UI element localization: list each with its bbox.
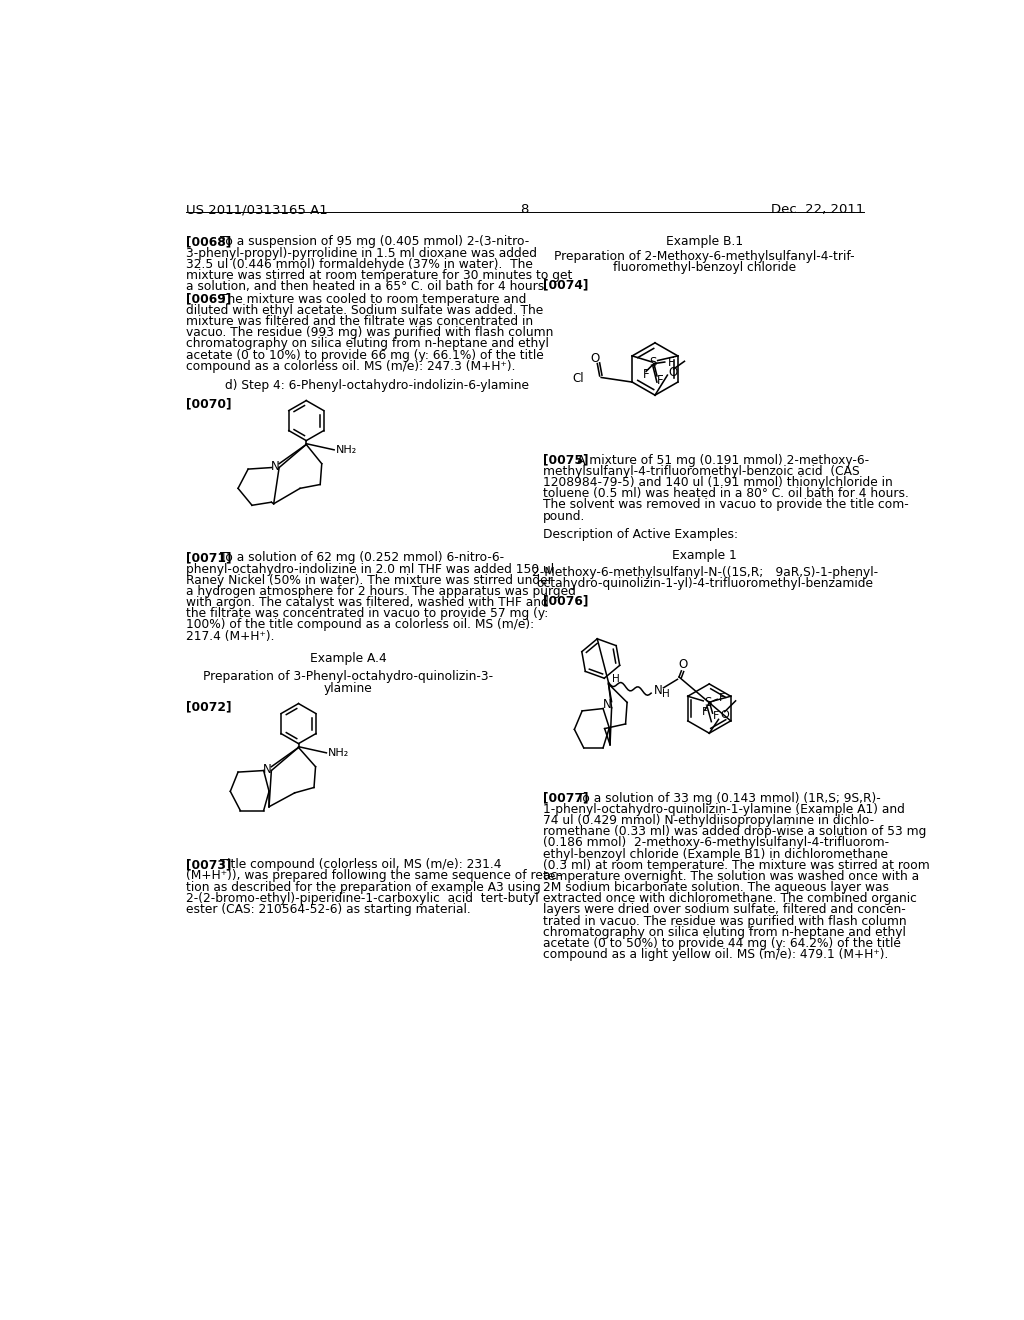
Text: F: F (713, 711, 719, 721)
Text: romethane (0.33 ml) was added drop-wise a solution of 53 mg: romethane (0.33 ml) was added drop-wise … (543, 825, 926, 838)
Text: Example B.1: Example B.1 (666, 235, 743, 248)
Text: layers were dried over sodium sulfate, filtered and concen-: layers were dried over sodium sulfate, f… (543, 903, 905, 916)
Text: fluoromethyl-benzoyl chloride: fluoromethyl-benzoyl chloride (613, 261, 797, 273)
Text: 1208984-79-5) and 140 ul (1.91 mmol) thionylchloride in: 1208984-79-5) and 140 ul (1.91 mmol) thi… (543, 477, 892, 488)
Text: a hydrogen atmosphere for 2 hours. The apparatus was purged: a hydrogen atmosphere for 2 hours. The a… (186, 585, 575, 598)
Text: (0.3 ml) at room temperature. The mixture was stirred at room: (0.3 ml) at room temperature. The mixtur… (543, 859, 930, 871)
Text: To a suspension of 95 mg (0.405 mmol) 2-(3-nitro-: To a suspension of 95 mg (0.405 mmol) 2-… (220, 235, 529, 248)
Text: O: O (669, 366, 678, 379)
Text: a solution, and then heated in a 65° C. oil bath for 4 hours.: a solution, and then heated in a 65° C. … (186, 280, 548, 293)
Text: A mixture of 51 mg (0.191 mmol) 2-methoxy-6-: A mixture of 51 mg (0.191 mmol) 2-methox… (577, 454, 868, 467)
Text: O: O (591, 352, 600, 366)
Text: S: S (703, 696, 711, 709)
Text: F: F (668, 355, 675, 368)
Text: tion as described for the preparation of example A3 using: tion as described for the preparation of… (186, 880, 541, 894)
Text: ylamine: ylamine (324, 681, 373, 694)
Text: To a solution of 33 mg (0.143 mmol) (1R,S; 9S,R)-: To a solution of 33 mg (0.143 mmol) (1R,… (577, 792, 881, 805)
Text: NH₂: NH₂ (328, 748, 349, 758)
Text: compound as a colorless oil. MS (m/e): 247.3 (M+H⁺).: compound as a colorless oil. MS (m/e): 2… (186, 360, 516, 372)
Text: F: F (657, 374, 664, 387)
Text: [0072]: [0072] (186, 701, 231, 714)
Text: F: F (643, 368, 649, 381)
Text: 217.4 (M+H⁺).: 217.4 (M+H⁺). (186, 630, 274, 643)
Text: N: N (602, 698, 611, 711)
Text: vacuo. The residue (993 mg) was purified with flash column: vacuo. The residue (993 mg) was purified… (186, 326, 554, 339)
Text: [0074]: [0074] (543, 279, 588, 292)
Text: acetate (0 to 50%) to provide 44 mg (y: 64.2%) of the title: acetate (0 to 50%) to provide 44 mg (y: … (543, 937, 900, 950)
Text: Cl: Cl (572, 372, 584, 384)
Text: diluted with ethyl acetate. Sodium sulfate was added. The: diluted with ethyl acetate. Sodium sulfa… (186, 304, 544, 317)
Text: To a solution of 62 mg (0.252 mmol) 6-nitro-6-: To a solution of 62 mg (0.252 mmol) 6-ni… (220, 552, 505, 565)
Text: the filtrate was concentrated in vacuo to provide 57 mg (y:: the filtrate was concentrated in vacuo t… (186, 607, 549, 620)
Text: pound.: pound. (543, 510, 585, 523)
Text: mixture was stirred at room temperature for 30 minutes to get: mixture was stirred at room temperature … (186, 269, 572, 282)
Text: Description of Active Examples:: Description of Active Examples: (543, 528, 737, 541)
Text: 32.5 ul (0.446 mmol) formaldehyde (37% in water).  The: 32.5 ul (0.446 mmol) formaldehyde (37% i… (186, 257, 534, 271)
Text: [0071]: [0071] (186, 552, 231, 565)
Text: Title compound (colorless oil, MS (m/e): 231.4: Title compound (colorless oil, MS (m/e):… (220, 858, 502, 871)
Text: 8: 8 (520, 203, 529, 216)
Text: O: O (678, 659, 687, 671)
Text: [0073]: [0073] (186, 858, 231, 871)
Text: [0076]: [0076] (543, 594, 588, 607)
Text: US 2011/0313165 A1: US 2011/0313165 A1 (186, 203, 328, 216)
Text: N: N (654, 684, 663, 697)
Text: NH₂: NH₂ (336, 445, 357, 455)
Text: The mixture was cooled to room temperature and: The mixture was cooled to room temperatu… (220, 293, 526, 306)
Text: [0075]: [0075] (543, 454, 588, 467)
Text: [0070]: [0070] (186, 397, 231, 411)
Text: temperature overnight. The solution was washed once with a: temperature overnight. The solution was … (543, 870, 919, 883)
Text: N: N (271, 461, 280, 474)
Text: with argon. The catalyst was filtered, washed with THF and: with argon. The catalyst was filtered, w… (186, 597, 549, 609)
Text: chromatography on silica eluting from n-heptane and ethyl: chromatography on silica eluting from n-… (543, 925, 905, 939)
Text: F: F (701, 706, 709, 717)
Text: N: N (263, 763, 272, 776)
Text: 100%) of the title compound as a colorless oil. MS (m/e):: 100%) of the title compound as a colorle… (186, 619, 535, 631)
Text: S: S (649, 355, 656, 368)
Text: trated in vacuo. The residue was purified with flash column: trated in vacuo. The residue was purifie… (543, 915, 906, 928)
Text: O: O (720, 710, 729, 721)
Text: Raney Nickel (50% in water). The mixture was stirred under: Raney Nickel (50% in water). The mixture… (186, 574, 553, 587)
Text: mixture was filtered and the filtrate was concentrated in: mixture was filtered and the filtrate wa… (186, 315, 534, 329)
Text: ester (CAS: 210564-52-6) as starting material.: ester (CAS: 210564-52-6) as starting mat… (186, 903, 471, 916)
Text: ethyl-benzoyl chloride (Example B1) in dichloromethane: ethyl-benzoyl chloride (Example B1) in d… (543, 847, 888, 861)
Text: 2-(2-bromo-ethyl)-piperidine-1-carboxylic  acid  tert-butyl: 2-(2-bromo-ethyl)-piperidine-1-carboxyli… (186, 892, 539, 904)
Text: F: F (719, 693, 725, 702)
Text: [0077]: [0077] (543, 792, 588, 805)
Text: extracted once with dichloromethane. The combined organic: extracted once with dichloromethane. The… (543, 892, 916, 906)
Text: methylsulfanyl-4-trifluoromethyl-benzoic acid  (CAS: methylsulfanyl-4-trifluoromethyl-benzoic… (543, 465, 859, 478)
Text: Example A.4: Example A.4 (309, 652, 386, 664)
Text: The solvent was removed in vacuo to provide the title com-: The solvent was removed in vacuo to prov… (543, 499, 908, 511)
Text: 2-Methoxy-6-methylsulfanyl-N-((1S,R;  9aR,S)-1-phenyl-: 2-Methoxy-6-methylsulfanyl-N-((1S,R; 9aR… (531, 566, 878, 579)
Text: phenyl-octahydro-indolizine in 2.0 ml THF was added 150 ul: phenyl-octahydro-indolizine in 2.0 ml TH… (186, 562, 554, 576)
Text: H: H (662, 689, 670, 698)
Text: chromatography on silica eluting from n-heptane and ethyl: chromatography on silica eluting from n-… (186, 338, 549, 350)
Text: acetate (0 to 10%) to provide 66 mg (y: 66.1%) of the title: acetate (0 to 10%) to provide 66 mg (y: … (186, 348, 544, 362)
Text: [0068]: [0068] (186, 235, 231, 248)
Text: [0069]: [0069] (186, 293, 231, 306)
Text: d) Step 4: 6-Phenyl-octahydro-indolizin-6-ylamine: d) Step 4: 6-Phenyl-octahydro-indolizin-… (225, 379, 528, 392)
Text: (0.186 mmol)  2-methoxy-6-methylsulfanyl-4-trifluorom-: (0.186 mmol) 2-methoxy-6-methylsulfanyl-… (543, 837, 889, 849)
Text: Preparation of 2-Methoxy-6-methylsulfanyl-4-trif-: Preparation of 2-Methoxy-6-methylsulfany… (554, 249, 855, 263)
Text: 3-phenyl-propyl)-pyrrolidine in 1.5 ml dioxane was added: 3-phenyl-propyl)-pyrrolidine in 1.5 ml d… (186, 247, 538, 260)
Text: 2M sodium bicarbonate solution. The aqueous layer was: 2M sodium bicarbonate solution. The aque… (543, 880, 889, 894)
Text: Example 1: Example 1 (672, 549, 737, 562)
Text: Dec. 22, 2011: Dec. 22, 2011 (771, 203, 864, 216)
Text: toluene (0.5 ml) was heated in a 80° C. oil bath for 4 hours.: toluene (0.5 ml) was heated in a 80° C. … (543, 487, 908, 500)
Text: octahydro-quinolizin-1-yl)-4-trifluoromethyl-benzamide: octahydro-quinolizin-1-yl)-4-trifluorome… (537, 577, 873, 590)
Text: compound as a light yellow oil. MS (m/e): 479.1 (M+H⁺).: compound as a light yellow oil. MS (m/e)… (543, 948, 888, 961)
Text: 1-phenyl-octahydro-quinolizin-1-ylamine (Example A1) and: 1-phenyl-octahydro-quinolizin-1-ylamine … (543, 803, 904, 816)
Text: 74 ul (0.429 mmol) N-ethyldiisopropylamine in dichlo-: 74 ul (0.429 mmol) N-ethyldiisopropylami… (543, 814, 873, 828)
Text: (M+H⁺)), was prepared following the same sequence of reac-: (M+H⁺)), was prepared following the same… (186, 870, 562, 883)
Text: Preparation of 3-Phenyl-octahydro-quinolizin-3-: Preparation of 3-Phenyl-octahydro-quinol… (203, 671, 494, 684)
Text: H: H (612, 675, 621, 684)
